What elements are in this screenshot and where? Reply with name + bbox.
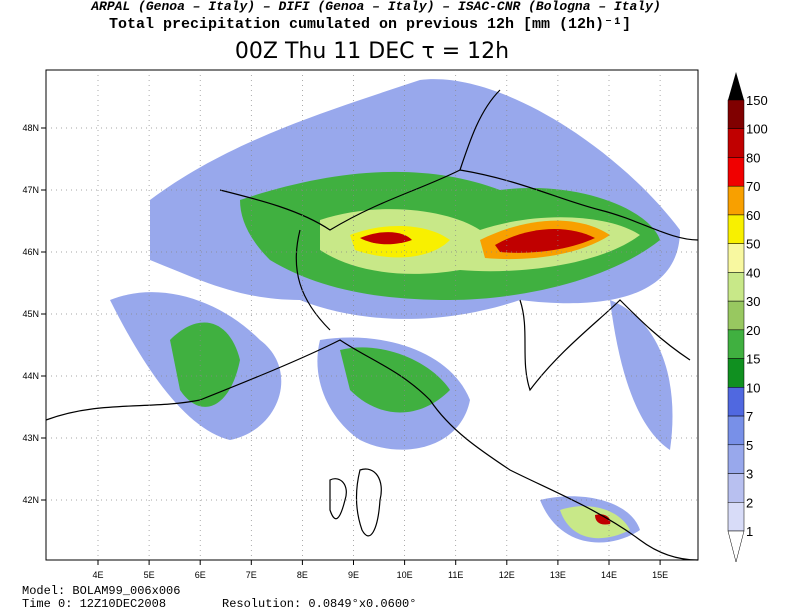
lat-label: 42N xyxy=(22,495,39,505)
colorbar-top xyxy=(728,72,744,100)
colorbar-label: 15 xyxy=(746,352,760,367)
coastlines xyxy=(45,89,699,561)
lon-label: 5E xyxy=(144,570,155,580)
lon-label: 6E xyxy=(195,570,206,580)
lon-label: 12E xyxy=(499,570,515,580)
lon-label: 10E xyxy=(397,570,413,580)
colorbar-label: 50 xyxy=(746,237,760,252)
colorbar-label: 5 xyxy=(746,438,753,453)
colorbar-box xyxy=(727,415,745,446)
colorbar-box xyxy=(727,214,745,244)
colorbar-box xyxy=(727,329,745,359)
colorbar-box xyxy=(727,99,745,129)
precip-field xyxy=(110,79,680,543)
lon-label: 9E xyxy=(348,570,359,580)
colorbar-box xyxy=(727,243,745,273)
colorbar-label: 30 xyxy=(746,294,760,309)
colorbar-label: 80 xyxy=(746,150,760,165)
colorbar-box xyxy=(727,272,745,302)
lat-label: 46N xyxy=(22,247,39,257)
colorbar-box xyxy=(727,473,745,503)
resolution-label: Resolution: 0.0849°x0.0600° xyxy=(222,597,416,611)
colorbar-box xyxy=(727,387,745,417)
lat-label: 43N xyxy=(22,433,39,443)
colorbar-box xyxy=(727,358,745,388)
colorbar-label: 40 xyxy=(746,265,760,280)
colorbar-label: 60 xyxy=(746,208,760,223)
lon-label: 8E xyxy=(297,570,308,580)
time-title: 00Z Thu 11 DEC τ = 12h xyxy=(235,39,509,64)
lon-label: 11E xyxy=(448,570,463,580)
lat-label: 45N xyxy=(22,309,39,319)
colorbar: 150 100 80 70 60 50 40 30 20 15 10 7 5 3 2 1 xyxy=(727,72,768,563)
lon-label: 4E xyxy=(92,570,103,580)
colorbar-label: 7 xyxy=(746,409,753,424)
map-frame xyxy=(45,69,699,561)
lon-label: 13E xyxy=(550,570,566,580)
lat-label: 44N xyxy=(22,371,39,381)
colorbar-box xyxy=(727,185,745,216)
colorbar-box xyxy=(727,502,745,532)
colorbar-label: 150 xyxy=(746,93,768,108)
time-label: Time 0: 12Z10DEC2008 xyxy=(22,597,166,611)
lat-label: 47N xyxy=(22,185,39,195)
colorbar-label: 3 xyxy=(746,467,753,482)
field-title: Total precipitation cumulated on previou… xyxy=(109,16,631,33)
lon-label: 7E xyxy=(246,570,257,580)
lon-label: 14E xyxy=(601,570,617,580)
map: 4E 5E 6E 7E 8E 9E 10E 11E 12E 13E 14E 15E 48N 47N 46N 4… xyxy=(22,69,699,580)
colorbar-label: 20 xyxy=(746,323,760,338)
colorbar-label: 70 xyxy=(746,179,760,194)
colorbar-label: 1 xyxy=(746,524,753,539)
lat-label: 48N xyxy=(22,123,39,133)
colorbar-box xyxy=(727,300,745,331)
colorbar-box xyxy=(727,128,745,158)
model-label: Model: BOLAM99_006x006 xyxy=(22,584,180,598)
institutions: ARPAL (Genoa – Italy) – DIFI (Genoa – It… xyxy=(90,0,661,14)
colorbar-bottom xyxy=(727,530,745,563)
colorbar-label: 10 xyxy=(746,380,760,395)
colorbar-box xyxy=(727,157,745,187)
colorbar-label: 100 xyxy=(746,122,768,137)
colorbar-label: 2 xyxy=(746,495,753,510)
colorbar-box xyxy=(727,444,745,474)
lon-label: 15E xyxy=(652,570,668,580)
